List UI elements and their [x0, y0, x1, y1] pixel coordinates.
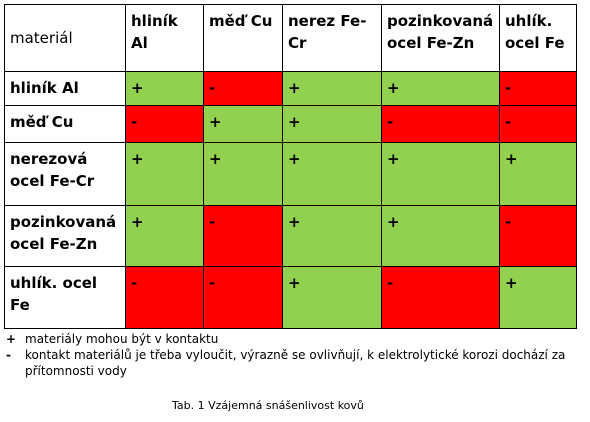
- compat-cell: +: [282, 205, 382, 267]
- compat-cell: -: [203, 266, 283, 329]
- row-header: uhlík. ocel Fe: [4, 266, 126, 329]
- compat-cell: +: [381, 205, 500, 267]
- table-row: pozinkovaná ocel Fe-Zn + - + + -: [4, 205, 577, 267]
- column-header: hliník Al: [125, 4, 204, 72]
- compat-cell: +: [282, 266, 382, 329]
- compat-cell: +: [203, 142, 283, 206]
- compat-cell: +: [203, 105, 283, 143]
- column-header: měď Cu: [203, 4, 283, 72]
- compat-cell: -: [125, 105, 204, 143]
- compat-cell: +: [125, 205, 204, 267]
- legend-symbol: -: [6, 348, 11, 362]
- row-header: pozinkovaná ocel Fe-Zn: [4, 205, 126, 267]
- table-row: nerezová ocel Fe-Cr + + + + +: [4, 142, 577, 206]
- corner-header: materiál: [4, 4, 126, 72]
- row-header: nerezová ocel Fe-Cr: [4, 142, 126, 206]
- compat-cell: -: [203, 71, 283, 106]
- header-row: materiál hliník Al měď Cu nerez Fe-Cr po…: [4, 4, 577, 72]
- legend-symbol: +: [6, 332, 17, 346]
- legend-item: + materiály mohou být v kontaktu: [4, 331, 579, 347]
- table-caption: Tab. 1 Vzájemná snášenlivost kovů: [172, 399, 364, 412]
- legend: + materiály mohou být v kontaktu - konta…: [4, 331, 579, 379]
- column-header: pozinkovaná ocel Fe-Zn: [381, 4, 500, 72]
- compat-cell: -: [499, 71, 577, 106]
- column-header: nerez Fe-Cr: [282, 4, 382, 72]
- compat-cell: +: [125, 142, 204, 206]
- compat-cell: -: [499, 205, 577, 267]
- table-row: hliník Al + - + + -: [4, 71, 577, 106]
- compatibility-table: materiál hliník Al měď Cu nerez Fe-Cr po…: [4, 4, 577, 329]
- compat-cell: -: [381, 105, 500, 143]
- table-row: měď Cu - + + - -: [4, 105, 577, 143]
- legend-text: kontakt materiálů je třeba vyloučit, výr…: [25, 348, 566, 378]
- table-row: uhlík. ocel Fe - - + - +: [4, 266, 577, 329]
- column-header: uhlík. ocel Fe: [499, 4, 577, 72]
- legend-text: materiály mohou být v kontaktu: [25, 332, 219, 346]
- compat-cell: +: [125, 71, 204, 106]
- compat-cell: -: [499, 105, 577, 143]
- compat-cell: -: [203, 205, 283, 267]
- compat-cell: +: [282, 105, 382, 143]
- compat-cell: +: [499, 142, 577, 206]
- legend-item: - kontakt materiálů je třeba vyloučit, v…: [4, 347, 579, 379]
- row-header: měď Cu: [4, 105, 126, 143]
- row-header: hliník Al: [4, 71, 126, 106]
- compat-cell: +: [381, 142, 500, 206]
- compat-cell: +: [282, 142, 382, 206]
- compat-cell: +: [499, 266, 577, 329]
- compat-cell: -: [125, 266, 204, 329]
- compat-cell: +: [282, 71, 382, 106]
- compat-cell: -: [381, 266, 500, 329]
- compat-cell: +: [381, 71, 500, 106]
